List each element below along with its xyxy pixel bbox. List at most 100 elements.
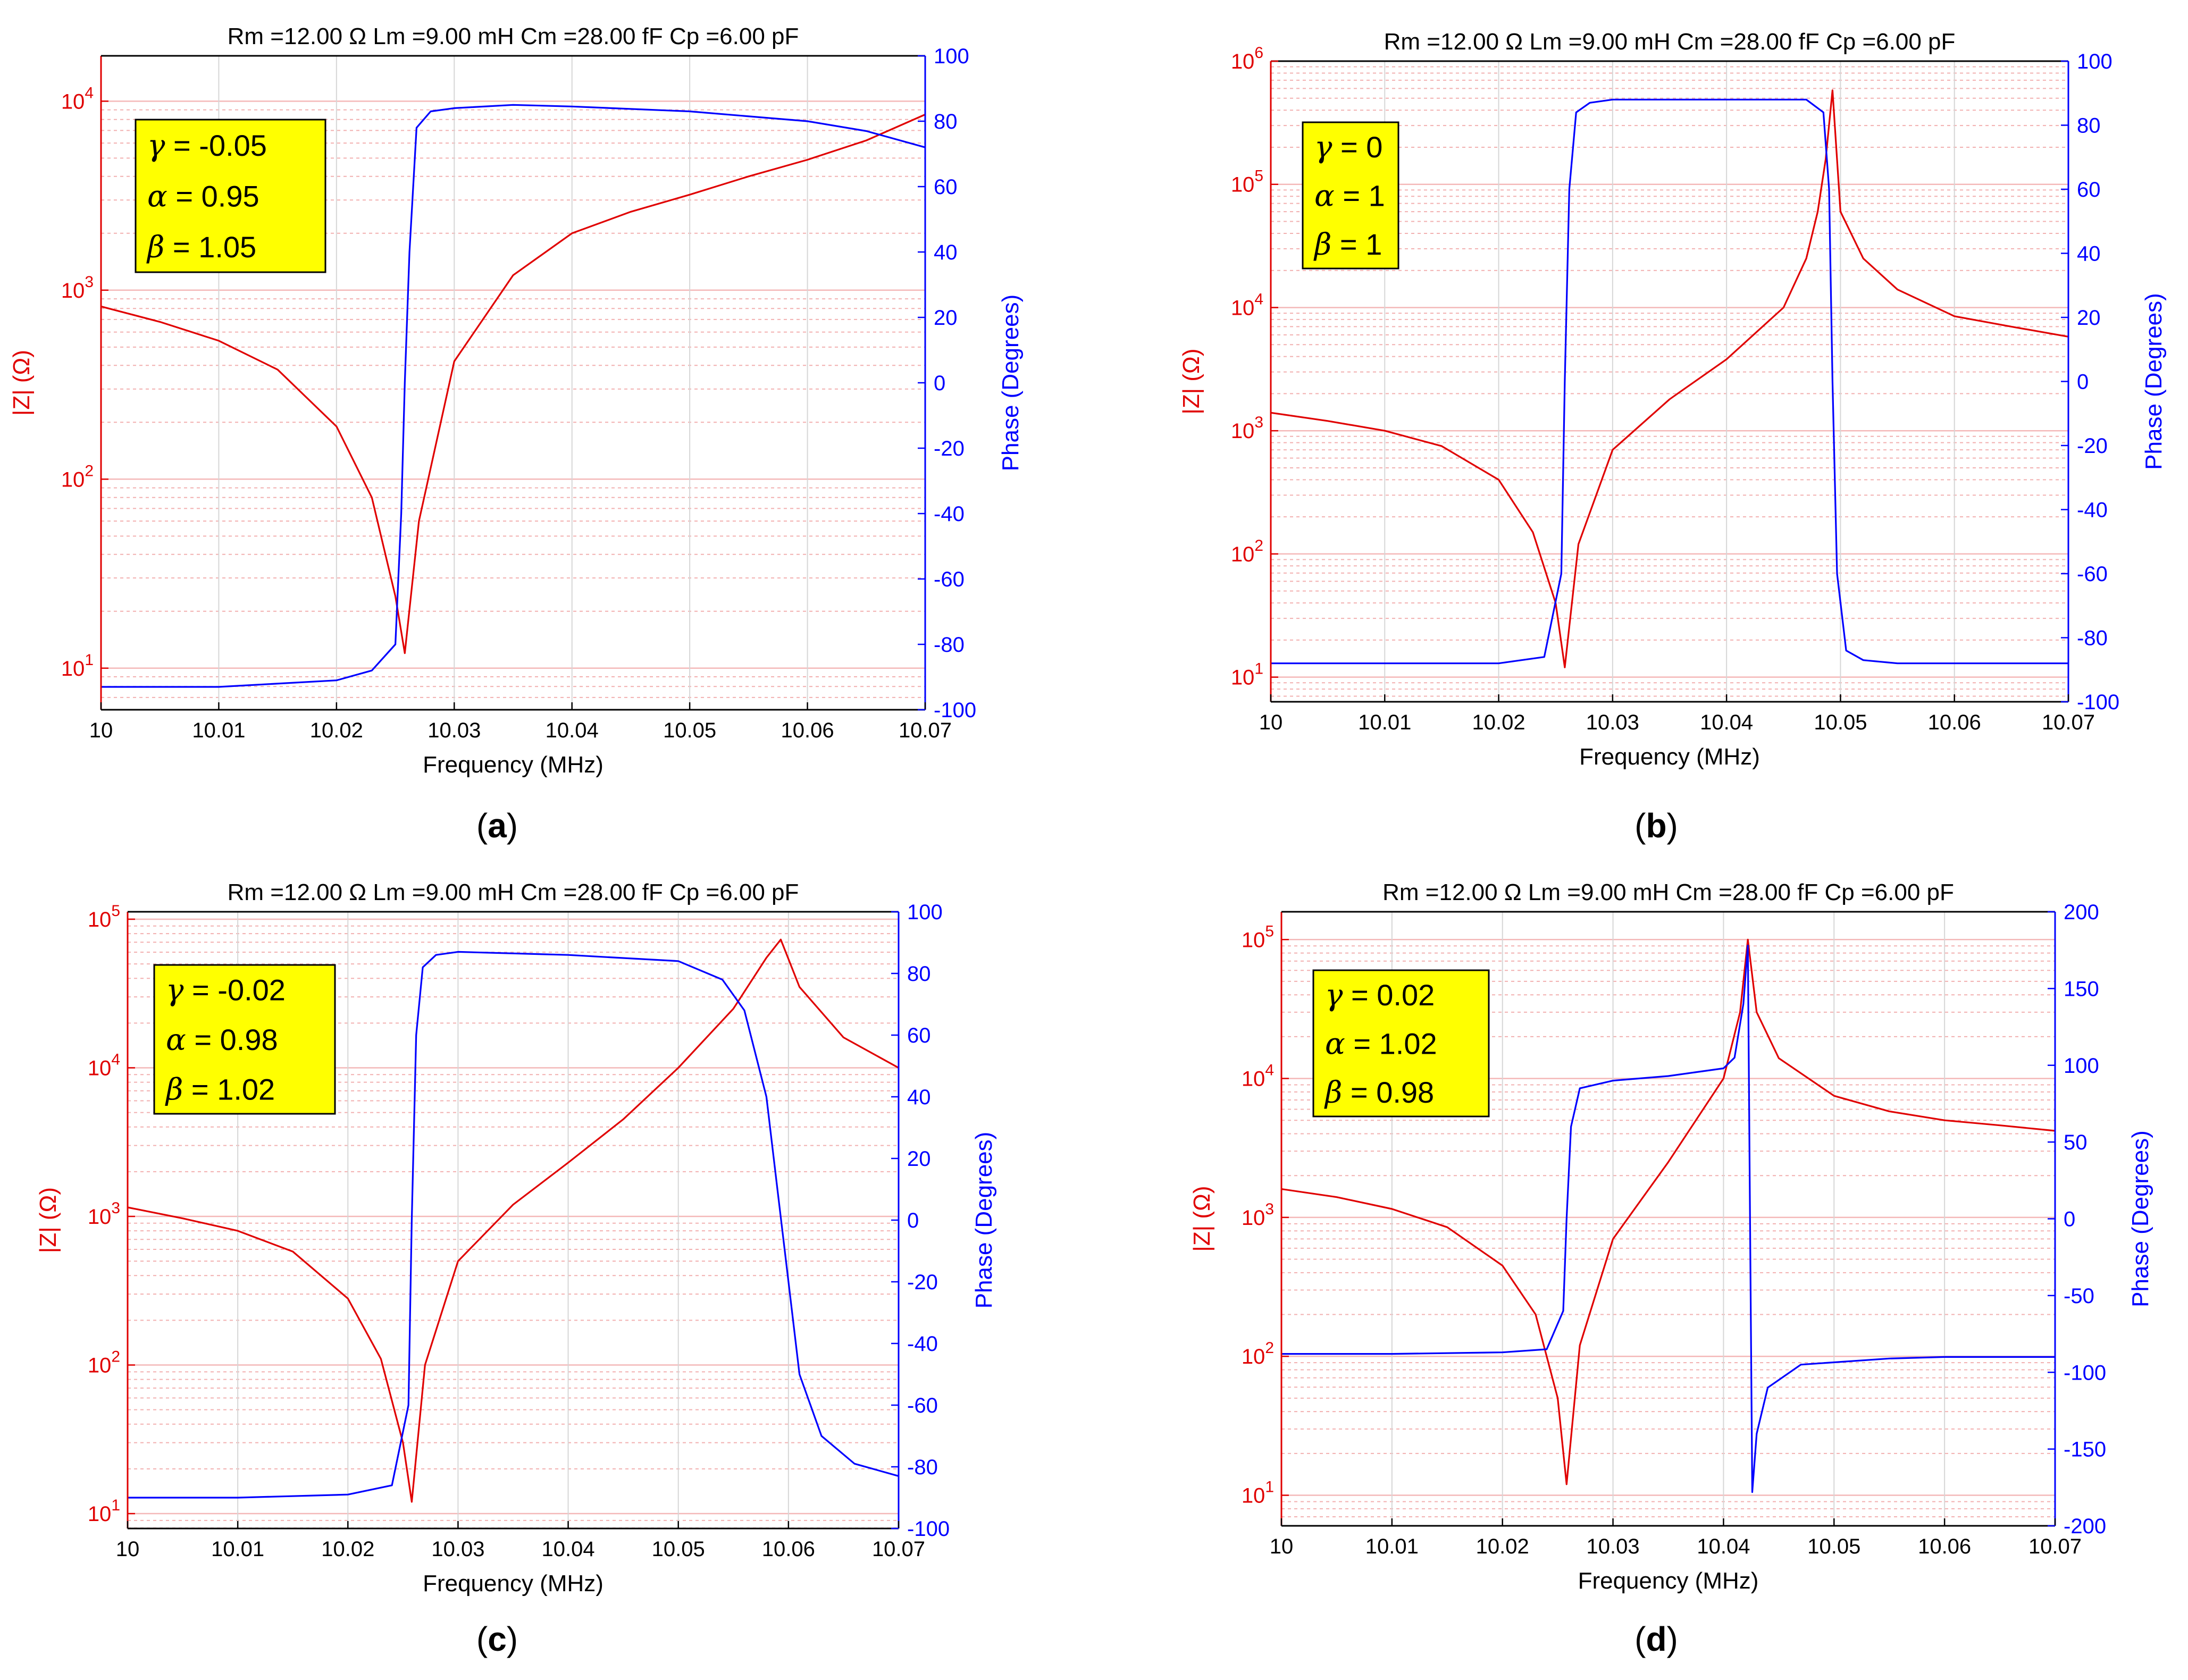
- x-axis-label: Frequency (MHz): [423, 1570, 603, 1597]
- x-tick-label: 10.07: [2028, 1535, 2082, 1558]
- panel-caption: (d): [1634, 1620, 1678, 1658]
- annotation-box: [1312, 969, 1490, 1118]
- y-right-tick-label: -50: [2064, 1284, 2094, 1308]
- y-right-tick-label: -60: [2077, 562, 2108, 586]
- x-tick-label: 10.07: [2042, 711, 2095, 734]
- annotation-line: α = 1: [1314, 179, 1385, 214]
- y-left-tick-label: 101: [1242, 1479, 1274, 1508]
- impedance-line: [1281, 938, 2056, 1485]
- annotation-line: α = 1.02: [1325, 1027, 1437, 1062]
- y-right-tick-label: -20: [2077, 434, 2108, 458]
- y-right-tick-label: -100: [907, 1517, 950, 1541]
- chart-header: Rm =12.00 Ω Lm =9.00 mH Cm =28.00 fF Cp …: [228, 879, 799, 905]
- y-right-tick-label: 50: [2064, 1131, 2088, 1154]
- annotation-line: γ = 0: [1314, 130, 1382, 165]
- y-left-axis-label: |Z| (Ω): [1189, 1186, 1215, 1251]
- y-right-tick-label: -200: [2064, 1515, 2106, 1538]
- x-tick-label: 10.05: [1814, 711, 1867, 734]
- y-left-tick-label: 103: [61, 273, 94, 303]
- x-tick-label: 10.04: [542, 1538, 595, 1561]
- y-left-tick-label: 104: [1242, 1062, 1274, 1091]
- y-right-tick-label: 60: [907, 1024, 931, 1047]
- panel-caption: (a): [476, 807, 518, 845]
- y-left-tick-label: 101: [88, 1497, 120, 1526]
- x-tick-label: 10.04: [546, 719, 599, 742]
- y-left-tick-label: 102: [1231, 537, 1263, 566]
- x-axis-label: Frequency (MHz): [1579, 744, 1760, 770]
- x-tick-label: 10.02: [1476, 1535, 1529, 1558]
- annotation-line: β = 1.05: [146, 230, 256, 265]
- x-axis-label: Frequency (MHz): [1578, 1568, 1759, 1594]
- chart-header: Rm =12.00 Ω Lm =9.00 mH Cm =28.00 fF Cp …: [1382, 879, 1954, 905]
- panel-caption: (b): [1634, 807, 1678, 845]
- y-right-axis-label: Phase (Degrees): [997, 295, 1024, 472]
- y-right-tick-label: -100: [934, 699, 976, 722]
- annotation-line: β = 1: [1313, 228, 1382, 262]
- y-right-axis-label: Phase (Degrees): [2127, 1130, 2153, 1307]
- y-right-tick-label: 60: [2077, 178, 2101, 201]
- y-left-axis-label: |Z| (Ω): [9, 350, 35, 416]
- y-right-tick-label: 200: [2064, 901, 2099, 924]
- y-right-tick-label: 0: [2077, 371, 2089, 394]
- y-left-axis-label: |Z| (Ω): [1178, 348, 1204, 414]
- chart-header: Rm =12.00 Ω Lm =9.00 mH Cm =28.00 fF Cp …: [1384, 29, 1956, 55]
- x-tick-label: 10.06: [1918, 1535, 1971, 1558]
- x-tick-label: 10.01: [1358, 711, 1411, 734]
- annotation-box: [135, 119, 326, 273]
- x-tick-label: 10.03: [427, 719, 481, 742]
- x-tick-label: 10: [89, 719, 113, 742]
- y-left-tick-label: 102: [61, 462, 94, 491]
- y-right-tick-label: 40: [934, 241, 958, 264]
- y-right-tick-label: 80: [2077, 114, 2101, 138]
- y-right-tick-label: 20: [934, 306, 958, 330]
- y-right-tick-label: -100: [2077, 691, 2119, 714]
- y-left-tick-label: 104: [1231, 290, 1263, 320]
- x-tick-label: 10.04: [1697, 1535, 1750, 1558]
- y-right-axis-label: Phase (Degrees): [2141, 293, 2167, 470]
- x-tick-label: 10.05: [652, 1538, 705, 1561]
- y-right-tick-label: -80: [934, 633, 965, 657]
- y-right-tick-label: -20: [934, 437, 965, 460]
- y-right-tick-label: -60: [907, 1394, 938, 1417]
- parameter-annotation: γ = -0.02 α = 0.98 β = 1.02: [153, 964, 336, 1115]
- x-tick-label: 10.05: [1807, 1535, 1860, 1558]
- x-tick-label: 10.05: [663, 719, 716, 742]
- y-left-tick-label: 105: [1231, 167, 1263, 197]
- y-left-tick-label: 101: [61, 651, 94, 681]
- impedance-line: [100, 113, 926, 654]
- y-left-tick-label: 102: [88, 1348, 120, 1377]
- y-right-tick-label: 0: [2064, 1208, 2075, 1231]
- x-tick-label: 10.01: [211, 1538, 264, 1561]
- y-right-axis-label: Phase (Degrees): [971, 1132, 997, 1309]
- y-right-tick-label: -150: [2064, 1438, 2106, 1461]
- y-right-tick-label: -60: [934, 568, 965, 591]
- x-axis-label: Frequency (MHz): [423, 752, 603, 778]
- y-left-tick-label: 105: [88, 902, 120, 931]
- y-left-tick-label: 105: [1242, 922, 1274, 952]
- x-tick-label: 10.06: [762, 1538, 815, 1561]
- phase-line: [128, 951, 899, 1499]
- x-tick-label: 10.07: [872, 1538, 925, 1561]
- y-right-tick-label: 100: [934, 45, 969, 68]
- y-left-tick-label: 103: [88, 1199, 120, 1229]
- annotation-box: [153, 964, 336, 1115]
- x-tick-label: 10: [1259, 711, 1283, 734]
- y-right-tick-label: 40: [2077, 242, 2101, 266]
- parameter-annotation: γ = 0 α = 1 β = 1: [1302, 121, 1399, 270]
- y-right-tick-label: 80: [907, 962, 931, 986]
- chart-panel-b: 10 10.01 10.02 10.03 10.04 10.05 10.06 10.07 101…: [1178, 29, 2167, 845]
- x-tick-label: 10.03: [431, 1538, 484, 1561]
- y-right-tick-label: 0: [907, 1209, 919, 1232]
- annotation-line: γ = 0.02: [1325, 978, 1435, 1013]
- annotation-line: γ = -0.05: [147, 129, 267, 163]
- annotation-line: β = 1.02: [165, 1072, 275, 1107]
- parameter-annotation: γ = -0.05 α = 0.95 β = 1.05: [135, 119, 326, 273]
- y-right-tick-label: 20: [907, 1147, 931, 1171]
- plot-area: [1271, 61, 2068, 702]
- phase-line: [1281, 944, 2055, 1493]
- y-right-tick-label: -80: [907, 1456, 938, 1479]
- annotation-line: α = 0.98: [166, 1023, 278, 1057]
- y-left-tick-label: 102: [1242, 1339, 1274, 1368]
- y-right-tick-label: 40: [907, 1086, 931, 1109]
